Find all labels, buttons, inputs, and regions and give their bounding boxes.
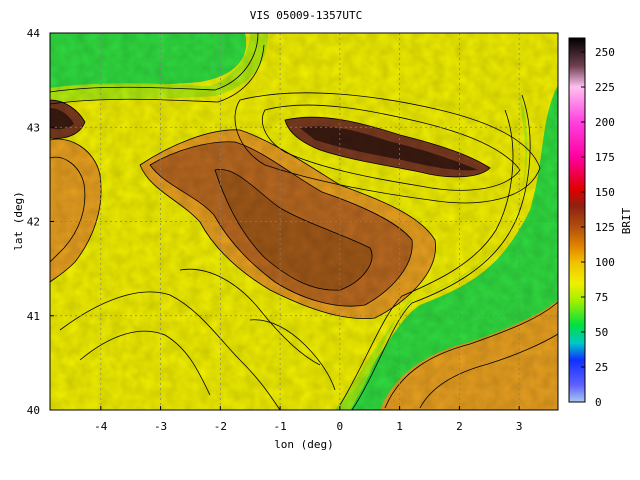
y-tick-label: 44 [27,27,41,40]
contour-southeast-highland-2 [419,333,558,409]
y-tick-label: 41 [27,310,40,323]
colorbar-label: BRIT [620,207,633,234]
colorbar-tick-label: 75 [595,291,608,304]
contour-south-2 [79,330,211,396]
contour-north-coast-2 [50,44,265,105]
colorbar-tick-label: 125 [595,221,615,234]
contour-south-1 [59,291,281,410]
x-tick-label: 0 [337,420,344,433]
x-tick-label: -1 [273,420,286,433]
contour-pyrenees-2 [261,104,521,191]
x-tick-label: 1 [396,420,403,433]
colorbar-gradient [568,37,586,403]
y-tick-label: 40 [27,404,40,417]
colorbar: 0 25 50 75 100 125 150 175 200 225 250 BRIT [568,37,633,409]
y-tick-label: 43 [27,121,40,134]
contour-north-coast [50,33,259,93]
contour-cantabrian [50,99,86,139]
contour-basin-outer [139,129,436,319]
contour-south-3 [179,268,321,366]
contour-west-highland [50,138,102,283]
colorbar-tick-label: 150 [595,186,615,199]
x-axis-label: lon (deg) [274,438,334,451]
contour-east-coast [351,94,531,410]
colorbar-tick-label: 50 [595,326,608,339]
x-tick-label: 2 [456,420,463,433]
colorbar-tick-label: 25 [595,361,608,374]
contour-basin-core [214,168,373,291]
y-axis-ticks: 40 41 42 43 44 [27,27,54,417]
contour-pyrenees-3 [234,92,541,204]
colorbar-tick-label: 225 [595,81,615,94]
x-tick-label: -3 [154,420,167,433]
colorbar-tick-label: 200 [595,116,615,129]
x-tick-label: -2 [214,420,227,433]
x-tick-label: 3 [516,420,523,433]
colorbar-ticks: 0 25 50 75 100 125 150 175 200 225 250 [581,46,615,409]
contour-south-4 [249,319,336,391]
contour-basin-inner [149,141,413,307]
contour-southeast-highland [384,301,558,409]
colorbar-tick-label: 100 [595,256,615,269]
contour-east-coast-2 [339,109,514,406]
x-tick-label: -4 [94,420,108,433]
colorbar-tick-label: 175 [595,151,615,164]
contour-pyrenees-1 [284,116,491,178]
map-title: VIS 05009-1357UTC [250,9,363,22]
texture-overlay [50,33,558,410]
y-axis-label: lat (deg) [12,191,25,251]
colorbar-tick-label: 0 [595,396,602,409]
contour-lines [50,33,558,410]
colorbar-tick-label: 250 [595,46,615,59]
map-field [50,33,558,410]
y-tick-label: 42 [27,216,40,229]
x-axis-ticks: -4 -3 -2 -1 0 1 2 3 [94,406,522,433]
contour-west-highland-2 [50,156,86,263]
